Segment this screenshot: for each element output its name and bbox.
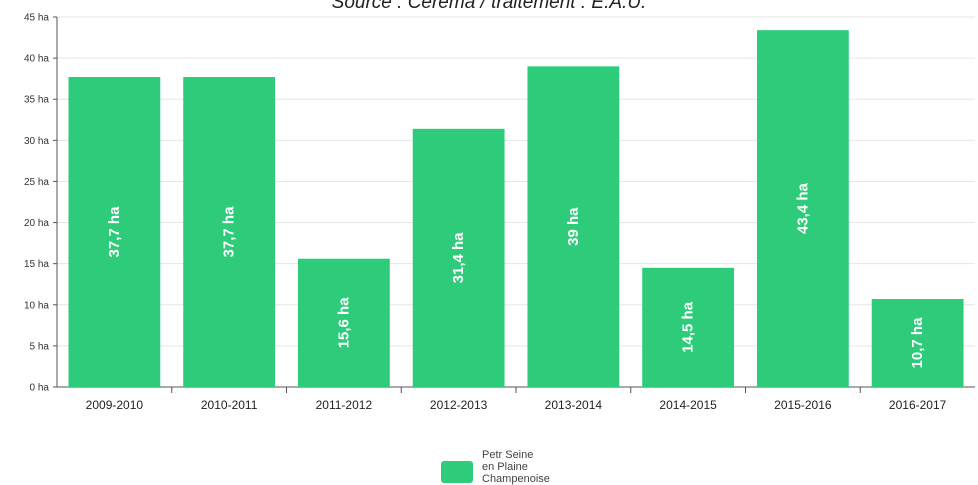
bar [297, 258, 390, 387]
bar [642, 267, 735, 387]
data-label: 39 ha [565, 207, 582, 246]
y-tick-label: 25 ha [24, 177, 49, 188]
x-tick-label: 2013-2014 [545, 398, 603, 412]
x-tick-label: 2011-2012 [316, 398, 373, 412]
data-label: 15,6 ha [335, 297, 352, 349]
bar [756, 30, 849, 388]
x-tick-label: 2010-2011 [201, 398, 258, 412]
legend-label-line: Petr Seine [482, 449, 534, 461]
x-tick-label: 2015-2016 [774, 398, 832, 412]
y-tick-label: 40 ha [24, 54, 49, 65]
data-label: 31,4 ha [450, 232, 467, 284]
source-title: Source : Cerema / traitement : E.A.U. [331, 0, 647, 13]
data-label: 43,4 ha [794, 182, 811, 234]
x-tick-label: 2016-2017 [889, 398, 947, 412]
y-tick-label: 20 ha [24, 218, 49, 229]
y-tick-label: 10 ha [24, 300, 49, 311]
legend-label-line: en Plaine [482, 461, 528, 473]
y-tick-label: 0 ha [30, 383, 50, 394]
bar [527, 66, 620, 387]
data-label: 37,7 ha [221, 206, 238, 258]
y-tick-label: 15 ha [24, 259, 49, 270]
x-tick-label: 2014-2015 [659, 398, 717, 412]
bar-chart: 0 ha 5 ha 10 ha 15 ha 20 ha 25 ha 30 ha 35 ha 40… [24, 13, 975, 412]
legend-label-line: Champenoise [482, 473, 550, 485]
x-tick-label: 2012-2013 [430, 398, 488, 412]
legend-swatch [441, 461, 473, 483]
data-label: 37,7 ha [106, 206, 123, 258]
bar [412, 128, 505, 388]
legend: Petr Seine en Plaine Champenoise [441, 449, 572, 485]
data-label: 14,5 ha [680, 301, 697, 353]
data-label: 10,7 ha [909, 317, 926, 369]
bar [183, 77, 276, 388]
bar [871, 299, 964, 387]
y-tick-label: 35 ha [24, 95, 49, 106]
bar [68, 77, 161, 388]
y-tick-label: 30 ha [24, 136, 49, 147]
x-tick-label: 2009-2010 [86, 398, 144, 412]
y-tick-label: 45 ha [24, 13, 49, 24]
legend-label: Petr Seine en Plaine Champenoise [482, 449, 572, 485]
chart-container: Source : Cerema / traitement : E.A.U. 0 … [24, 0, 975, 485]
y-tick-label: 5 ha [30, 341, 50, 352]
